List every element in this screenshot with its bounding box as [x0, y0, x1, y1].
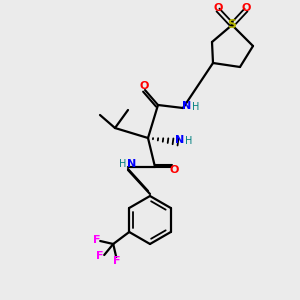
Text: N: N — [176, 135, 184, 145]
Text: H: H — [192, 102, 200, 112]
Text: O: O — [241, 3, 251, 13]
Text: H: H — [119, 159, 127, 169]
Text: N: N — [182, 101, 192, 111]
Text: N: N — [128, 159, 136, 169]
Text: O: O — [139, 81, 149, 91]
Text: O: O — [213, 3, 223, 13]
Text: H: H — [185, 136, 193, 146]
Text: O: O — [169, 165, 179, 175]
Text: F: F — [97, 251, 104, 261]
Text: F: F — [94, 235, 101, 245]
Text: S: S — [227, 19, 236, 32]
Text: F: F — [113, 256, 121, 266]
